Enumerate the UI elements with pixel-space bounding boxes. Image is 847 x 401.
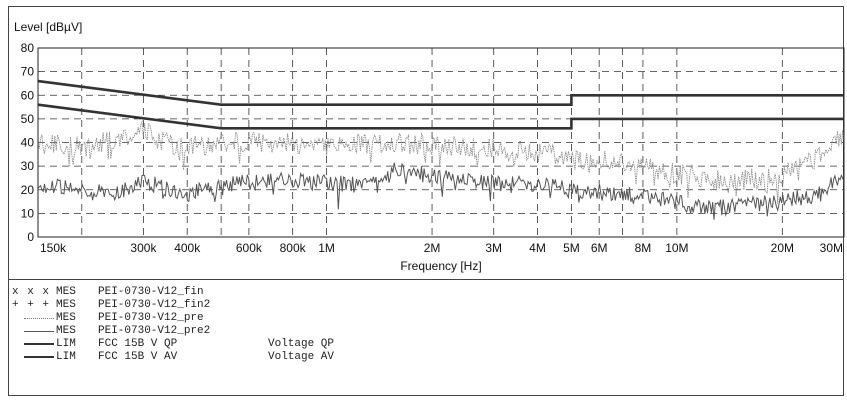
- limit-line-1: [37, 103, 844, 130]
- legend-desc: Voltage AV: [268, 351, 335, 363]
- x-tick-label: 600k: [236, 241, 263, 255]
- x-tick-label: 6M: [591, 241, 608, 255]
- y-tick-label: 50: [21, 112, 35, 126]
- legend-type: MES: [56, 325, 76, 337]
- legend-line-sample: [24, 331, 54, 332]
- legend-symbol: + + +: [12, 299, 56, 312]
- plot-area: [37, 47, 845, 238]
- x-tick-label: 20M: [771, 241, 794, 255]
- legend-name: FCC 15B V AV: [98, 351, 178, 363]
- legend-row: + + + MES PEI-0730-V12_fin2: [12, 299, 612, 312]
- legend-type: MES: [56, 299, 76, 311]
- legend-divider: [8, 279, 844, 280]
- y-tick-label: 60: [21, 88, 35, 102]
- x-ticks: 150k 300k 400k 600k 800k 1M 2M 3M 4M 5M 6M 8M 10M 20M…: [40, 241, 843, 255]
- legend-row: LIM FCC 15B V AV Voltage AV: [12, 351, 612, 364]
- legend-name: PEI-0730-V12_pre2: [98, 325, 211, 337]
- y-tick-label: 30: [21, 159, 35, 173]
- legend-row: LIM FCC 15B V QP Voltage QP: [12, 338, 612, 351]
- legend-row: MES PEI-0730-V12_pre2: [12, 325, 612, 338]
- x-tick-label: 300k: [130, 241, 157, 255]
- y-ticks: 0 10 20 30 40 50 60 70 80: [21, 41, 35, 244]
- x-tick-label: 2M: [424, 241, 441, 255]
- x-tick-label: 1M: [318, 241, 335, 255]
- legend-name: FCC 15B V QP: [98, 338, 178, 350]
- x-tick-label: 8M: [635, 241, 652, 255]
- legend-line-sample: [24, 343, 54, 345]
- legend-marker: + + +: [12, 299, 51, 311]
- legend-type: MES: [56, 286, 76, 298]
- legend-name: PEI-0730-V12_fin2: [98, 299, 211, 311]
- series-group: [37, 79, 845, 220]
- legend-name: PEI-0730-V12_fin: [98, 286, 204, 298]
- legend-line-sample: [24, 318, 54, 319]
- x-tick-label: 150k: [40, 241, 67, 255]
- x-tick-label: 3M: [485, 241, 502, 255]
- legend-desc: Voltage QP: [268, 338, 335, 350]
- legend-row: MES PEI-0730-V12_pre: [12, 312, 612, 325]
- y-tick-label: 40: [21, 136, 35, 150]
- legend-marker: x x x: [12, 286, 51, 298]
- y-axis-label: Level [dBµV]: [14, 20, 82, 34]
- y-tick-label: 70: [21, 65, 35, 79]
- legend-line-sample: [24, 356, 54, 358]
- y-tick-label: 20: [21, 183, 35, 197]
- x-tick-label: 800k: [280, 241, 307, 255]
- legend-row: x x x MES PEI-0730-V12_fin: [12, 286, 612, 299]
- limit-line-0: [37, 79, 844, 106]
- x-tick-label: 4M: [529, 241, 546, 255]
- y-tick-label: 80: [21, 41, 35, 55]
- legend-symbol: [12, 351, 56, 364]
- y-tick-label: 0: [27, 230, 34, 244]
- legend-symbol: [12, 338, 56, 351]
- legend-symbol: [12, 325, 56, 338]
- x-tick-label: 400k: [174, 241, 201, 255]
- legend: x x x MES PEI-0730-V12_fin + + + MES PEI-0730…: [12, 286, 612, 364]
- x-tick-label: 10M: [665, 241, 688, 255]
- legend-name: PEI-0730-V12_pre: [98, 312, 204, 324]
- legend-type: LIM: [56, 338, 76, 350]
- legend-type: MES: [56, 312, 76, 324]
- measurement-line-3: [37, 162, 845, 220]
- x-axis-label: Frequency [Hz]: [400, 259, 481, 273]
- legend-symbol: x x x: [12, 286, 56, 299]
- x-tick-label: 5M: [563, 241, 580, 255]
- legend-symbol: [12, 312, 56, 325]
- measurement-line-2: [37, 120, 845, 204]
- y-tick-label: 10: [21, 206, 35, 220]
- x-tick-label: 30M: [820, 241, 843, 255]
- emc-chart: Level [dBµV] 0 10 20 30 40 50 60 70 80 150k 300k 4…: [14, 20, 845, 273]
- legend-type: LIM: [56, 351, 76, 363]
- grid: [38, 48, 844, 237]
